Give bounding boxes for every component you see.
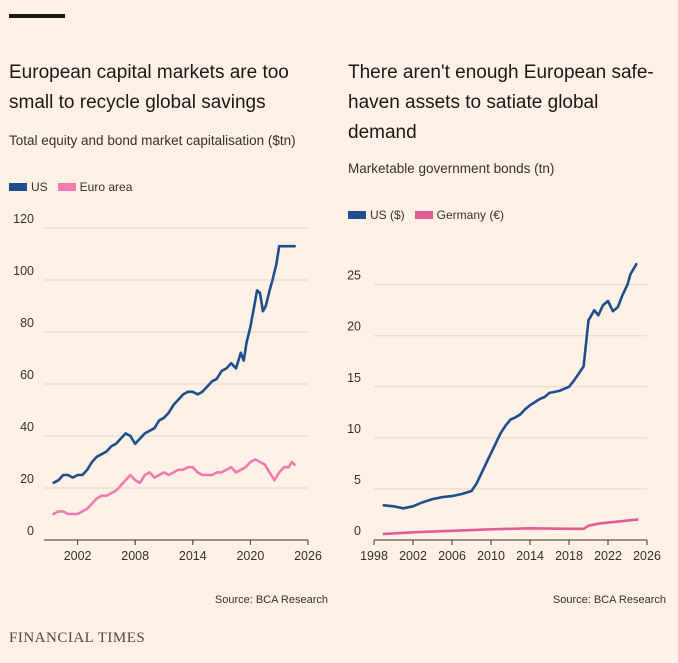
legend-swatch-us xyxy=(9,183,27,191)
y-tick-label: 10 xyxy=(347,422,361,436)
left-source: Source: BCA Research xyxy=(214,594,328,606)
y-tick-label: 25 xyxy=(347,269,361,283)
ft-brand: FINANCIAL TIMES xyxy=(9,630,146,646)
y-tick-label: 100 xyxy=(13,264,34,278)
x-tick-label: 2008 xyxy=(121,549,149,563)
y-tick-label: 0 xyxy=(354,524,361,538)
legend-item-germany: Germany (€) xyxy=(414,208,505,222)
x-tick-label: 2026 xyxy=(294,549,322,563)
legend-label-us: US xyxy=(31,180,48,194)
legend-item-euro: Euro area xyxy=(57,180,133,194)
y-tick-label: 80 xyxy=(20,316,34,330)
y-tick-label: 5 xyxy=(354,473,361,487)
x-tick-label: 2002 xyxy=(64,549,92,563)
right-source: Source: BCA Research xyxy=(552,594,666,606)
legend-label-euro: Euro area xyxy=(79,180,133,194)
right-subtitle: Marketable government bonds (tn) xyxy=(348,161,555,176)
left-title: European capital markets are too small t… xyxy=(9,62,289,113)
series-line-0 xyxy=(382,262,638,510)
x-tick-label: 2018 xyxy=(555,549,583,563)
legend-label-germany: Germany (€) xyxy=(436,208,505,222)
y-tick-label: 120 xyxy=(13,212,34,226)
x-tick-label: 2002 xyxy=(399,549,427,563)
right-title: There aren't enough European safe-haven … xyxy=(348,62,654,143)
series-line-0 xyxy=(52,244,296,485)
legend-item-us-dollar: US ($) xyxy=(348,208,405,222)
legend-swatch-us-dollar xyxy=(348,211,366,219)
left-chart: 0 20 40 60 80 100 120 2002 2008 2014 2020 2026 xyxy=(13,212,322,563)
x-tick-label: 2026 xyxy=(633,549,661,563)
series-line-1 xyxy=(382,518,639,536)
y-tick-label: 0 xyxy=(27,524,34,538)
legend-swatch-germany xyxy=(414,211,433,219)
x-tick-label: 2014 xyxy=(179,549,207,563)
right-chart: 0 5 10 15 20 25 1998 2002 2006 2010 2014 2018 2022 20… xyxy=(347,262,661,563)
x-tick-label: 2010 xyxy=(477,549,505,563)
y-tick-label: 20 xyxy=(20,472,34,486)
left-legend: US Euro area xyxy=(9,180,142,194)
series-line-1 xyxy=(52,458,296,516)
x-tick-label: 2014 xyxy=(516,549,544,563)
x-tick-label: 1998 xyxy=(360,549,388,563)
legend-item-us: US xyxy=(9,180,48,194)
y-tick-label: 60 xyxy=(20,368,34,382)
left-subtitle: Total equity and bond market capitalisat… xyxy=(9,133,296,148)
x-tick-label: 2020 xyxy=(236,549,264,563)
y-tick-label: 20 xyxy=(347,320,361,334)
legend-swatch-euro xyxy=(57,183,76,191)
y-tick-label: 40 xyxy=(20,420,34,434)
legend-label-us-dollar: US ($) xyxy=(370,208,405,222)
top-rule xyxy=(9,14,65,18)
x-tick-label: 2022 xyxy=(594,549,622,563)
x-tick-label: 2006 xyxy=(438,549,466,563)
right-legend: US ($) Germany (€) xyxy=(348,208,514,222)
y-tick-label: 15 xyxy=(347,371,361,385)
